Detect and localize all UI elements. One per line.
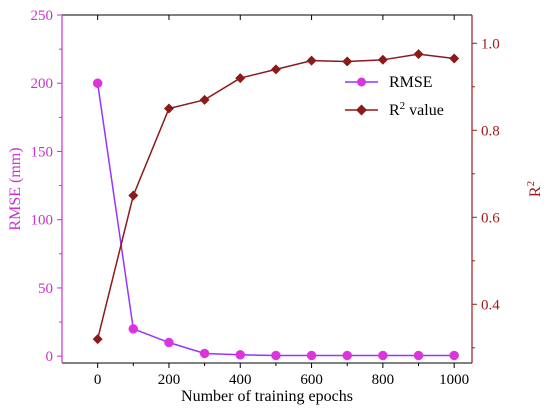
- legend-r2-label-main: R: [389, 102, 400, 119]
- y-axis-right-title: R2: [525, 181, 544, 197]
- y-left-tick-label: 200: [31, 76, 54, 92]
- r2-point: [235, 73, 246, 84]
- y-axis-right-title-main: R: [527, 186, 544, 197]
- rmse-point: [413, 350, 424, 361]
- legend-r2-label: R2 value: [389, 100, 444, 119]
- legend: RMSE R2 value: [335, 66, 465, 126]
- y-left-tick-label: 150: [31, 144, 54, 160]
- rmse-point: [235, 350, 246, 360]
- x-axis: 0 200 400 600 800 1000: [94, 15, 469, 388]
- y-axis-left: 0 50 100 150 200 250: [31, 8, 62, 365]
- y-right-tick-label: 1.0: [481, 36, 500, 52]
- x-tick-label: 800: [372, 372, 395, 388]
- plot-frame: [61, 14, 473, 364]
- x-axis-title: Number of training epochs: [181, 388, 353, 405]
- rmse-point: [271, 350, 281, 361]
- r2-point: [306, 55, 317, 66]
- r2-point: [413, 49, 424, 60]
- y-left-tick-label: 100: [31, 213, 54, 229]
- legend-r2-label-sup: 2: [400, 100, 406, 112]
- r2-point: [270, 64, 281, 75]
- x-tick-label: 200: [158, 372, 181, 388]
- x-tick-label: 1000: [439, 372, 469, 388]
- y-right-tick-label: 0.4: [481, 297, 500, 313]
- y-right-tick-label: 0.8: [481, 123, 500, 139]
- rmse-point: [92, 78, 103, 88]
- y-axis-right: 0.4 0.6 0.8 1.0: [472, 36, 500, 349]
- x-tick-label: 0: [94, 372, 102, 388]
- y-right-tick-label: 0.6: [481, 210, 500, 226]
- rmse-point: [342, 350, 352, 361]
- y-left-tick-label: 50: [38, 281, 53, 297]
- rmse-point: [449, 350, 459, 361]
- rmse-point: [306, 350, 317, 361]
- r2-point: [199, 94, 210, 105]
- y-left-tick-label: 0: [46, 349, 54, 365]
- y-left-tick-label: 250: [31, 8, 54, 24]
- y-axis-right-title-sup: 2: [525, 181, 537, 187]
- legend-r2-label-suffix: value: [405, 102, 444, 119]
- r2-point: [92, 334, 103, 345]
- rmse-point: [378, 350, 388, 361]
- r2-point: [163, 103, 174, 114]
- series-layer: [92, 49, 460, 361]
- rmse-point: [128, 324, 139, 334]
- rmse-point: [199, 348, 210, 359]
- r2-point: [449, 53, 460, 64]
- r2-point: [377, 54, 388, 65]
- x-tick-label: 600: [300, 372, 323, 388]
- y-axis-left-title: RMSE (mm): [7, 147, 24, 230]
- legend-rmse-label: RMSE: [389, 74, 433, 91]
- legend-r2-marker: [356, 104, 367, 116]
- legend-box: [335, 66, 465, 126]
- r2-point: [342, 56, 353, 67]
- r2-point: [128, 190, 139, 201]
- rmse-point: [164, 337, 174, 348]
- x-tick-label: 400: [229, 372, 252, 388]
- legend-rmse-marker: [357, 77, 366, 87]
